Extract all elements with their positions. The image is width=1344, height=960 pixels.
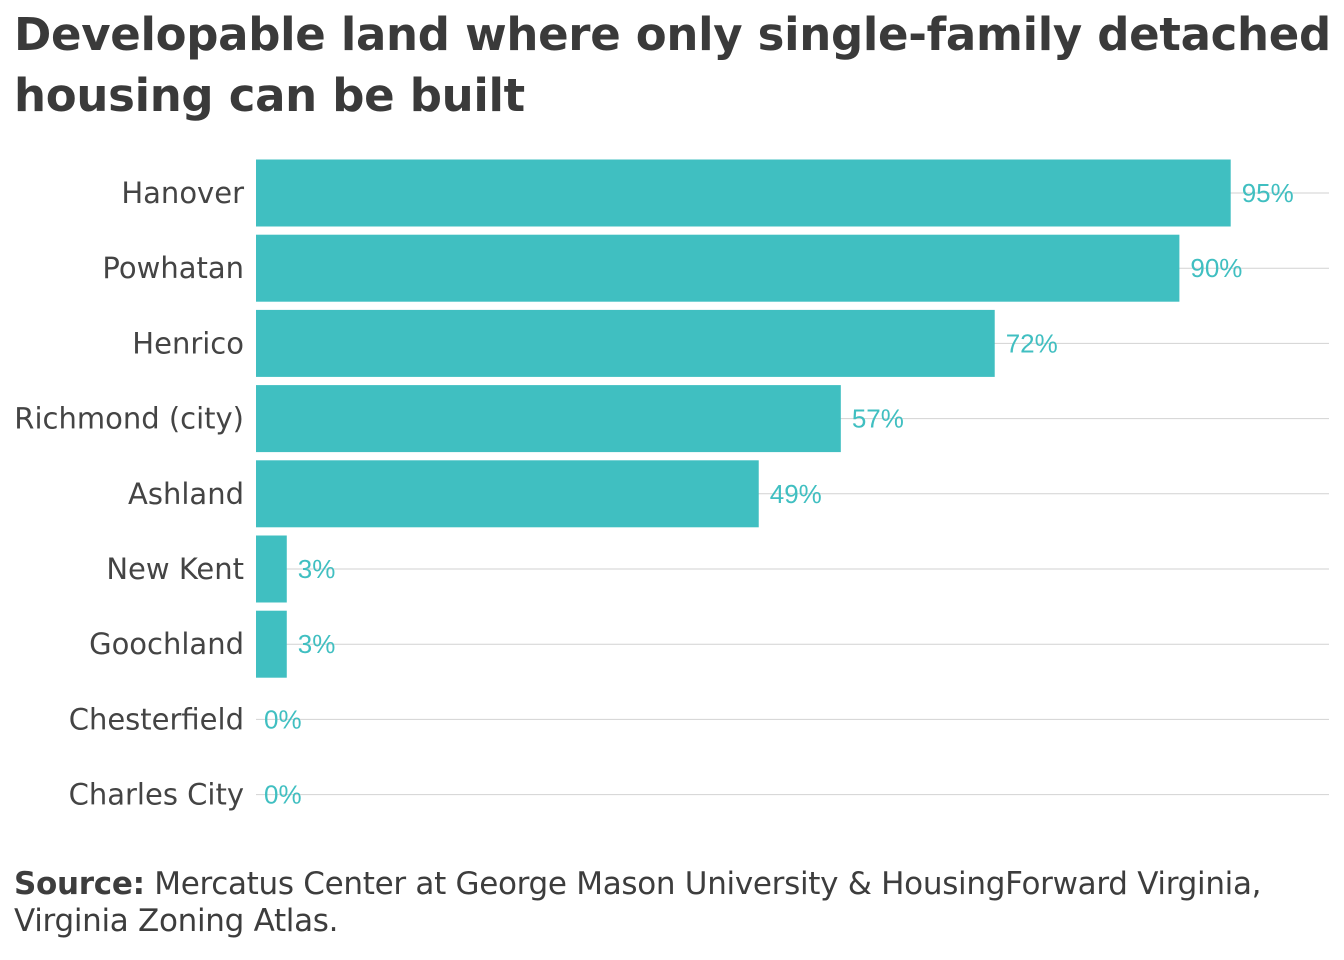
category-label: Ashland [128,477,244,511]
source-label: Source: [14,866,145,902]
value-label: 95% [1242,178,1294,208]
category-label: New Kent [106,552,244,586]
value-label: 49% [770,479,822,509]
category-label: Powhatan [102,251,244,285]
chart-title: Developable land where only single-famil… [14,8,1331,122]
bar [256,610,287,678]
bar [256,385,841,453]
bar [256,234,1180,302]
category-label: Hanover [121,176,244,210]
value-label: 57% [852,404,904,434]
category-label: Charles City [69,778,244,812]
value-label: 72% [1006,328,1058,358]
bar [256,159,1231,227]
value-label: 3% [298,629,336,659]
bar [256,460,759,528]
category-label: Goochland [89,627,244,661]
value-label: 3% [298,554,336,584]
bar [256,535,287,603]
bar [256,309,995,377]
value-label: 0% [264,780,302,810]
source-note: Source: Mercatus Center at George Mason … [14,866,1334,940]
bar-chart: Hanover 95% Powhatan 90% Henrico 72% Richmond … [14,159,1329,812]
value-label: 0% [264,704,302,734]
value-label: 90% [1190,253,1242,283]
source-text: Mercatus Center at George Mason Universi… [14,866,1262,939]
category-label: Chesterfield [69,702,244,736]
category-label: Richmond (city) [14,402,244,436]
category-label: Henrico [132,326,244,360]
